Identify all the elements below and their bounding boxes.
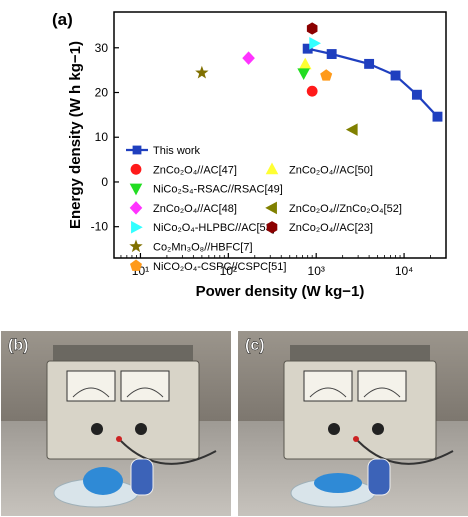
data-point-diamond bbox=[242, 51, 255, 65]
data-point-hexagon bbox=[306, 22, 318, 35]
y-tick-label: 0 bbox=[101, 175, 108, 189]
data-point-square-line bbox=[302, 43, 313, 54]
legend-marker bbox=[130, 163, 142, 175]
energy-power-chart: (a) -10 0 10 20 30 10¹ 10² 10³ 10⁴ Power density … bbox=[52, 10, 447, 300]
data-point-circle bbox=[306, 85, 318, 97]
legend-label: ZnCo₂O₄//AC[50] bbox=[289, 164, 373, 176]
photo-panel-c: (c) bbox=[238, 331, 468, 516]
legend-marker bbox=[131, 220, 143, 234]
legend-marker bbox=[129, 183, 143, 196]
legend-marker bbox=[129, 239, 143, 253]
legend-label: ZnCo₂O₄//ZnCo₂O₄[52] bbox=[289, 203, 402, 215]
meter-right bbox=[357, 370, 407, 402]
legend-label: NiCo₂O₄-HLPBC//AC[53] bbox=[153, 222, 275, 234]
knob bbox=[135, 423, 147, 435]
panel-label-a: (a) bbox=[52, 10, 73, 29]
panel-label-c: (c) bbox=[245, 337, 265, 354]
photo-panel-b: (b) bbox=[1, 331, 231, 516]
legend-marker bbox=[265, 201, 277, 215]
y-axis-label: Energy density (W h kg−1) bbox=[67, 41, 84, 229]
legend-label: ZnCo₂O₄//AC[48] bbox=[153, 203, 237, 215]
legend-marker bbox=[129, 201, 143, 215]
data-point-triangle-right bbox=[309, 37, 321, 50]
y-tick-label: -10 bbox=[91, 220, 109, 234]
x-axis-label: Power density (W kg−1) bbox=[196, 283, 365, 300]
blue-fan bbox=[83, 467, 123, 495]
legend-label: Co₂Mn₃O₈//HBFC[7] bbox=[153, 242, 253, 254]
knob bbox=[372, 423, 384, 435]
legend-label: ZnCo₂O₄//AC[23] bbox=[289, 222, 373, 234]
legend-label: ZnCo₂O₄//AC[47] bbox=[153, 164, 237, 176]
data-point-triangle-down bbox=[297, 68, 310, 81]
data-point-square-line bbox=[411, 89, 422, 100]
legend-label: This work bbox=[153, 145, 201, 157]
data-point-star bbox=[195, 65, 209, 79]
panel-label-b: (b) bbox=[8, 337, 28, 354]
x-tick-label: 10³ bbox=[308, 264, 325, 278]
plot-frame bbox=[113, 11, 447, 259]
meter-left bbox=[66, 370, 116, 402]
data-point-triangle-up bbox=[298, 57, 312, 70]
legend-marker bbox=[265, 162, 279, 175]
knob bbox=[91, 423, 103, 435]
legend-marker bbox=[266, 221, 278, 234]
data-point-pentagon bbox=[320, 69, 333, 81]
data-point-square-line bbox=[364, 58, 375, 69]
meter-left bbox=[303, 370, 353, 402]
x-tick-label: 10⁴ bbox=[395, 264, 414, 278]
data-point-triangle-left bbox=[345, 123, 358, 136]
y-tick-label: 20 bbox=[95, 86, 109, 100]
y-tick-label: 30 bbox=[95, 41, 109, 55]
legend-label: NiCo₂S₄-RSAC//RSAC[49] bbox=[153, 184, 283, 196]
data-point-square-line bbox=[432, 111, 443, 122]
blue-fan bbox=[314, 473, 362, 493]
knob bbox=[328, 423, 340, 435]
data-point-square-line bbox=[390, 70, 401, 81]
x-tick-label: 10² bbox=[220, 264, 237, 278]
supercapacitor bbox=[130, 458, 154, 496]
legend-marker bbox=[130, 259, 142, 271]
meter-right bbox=[120, 370, 170, 402]
y-tick-label: 10 bbox=[95, 130, 109, 144]
legend-label: NiCO₂O₄-CSPC//CSPC[51] bbox=[153, 261, 286, 273]
data-point-square-line bbox=[326, 49, 337, 59]
supercapacitor bbox=[367, 458, 391, 496]
legend-marker bbox=[132, 145, 142, 155]
